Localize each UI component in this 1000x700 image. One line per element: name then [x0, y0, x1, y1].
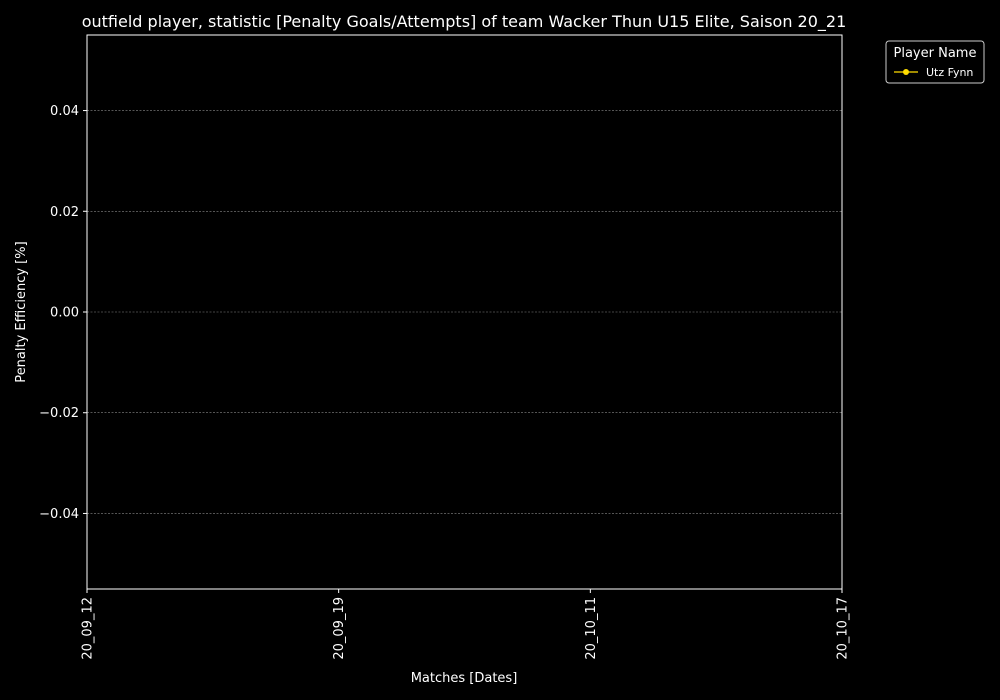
x-tick-label: 20_10_11	[584, 597, 599, 660]
y-tick-label: 0.00	[50, 306, 79, 321]
x-tick-label: 20_09_19	[332, 597, 347, 660]
y-axis-ticks: −0.04 −0.02 0.00 0.02 0.04	[39, 104, 87, 522]
y-tick-label: −0.04	[39, 507, 79, 522]
y-tick-label: −0.02	[39, 406, 79, 421]
x-tick-label: 20_10_17	[836, 597, 851, 660]
y-axis-label: Penalty Efficiency [%]	[14, 241, 29, 382]
legend-title: Player Name	[894, 46, 977, 61]
y-tick-label: 0.04	[50, 104, 79, 119]
chart-title: outfield player, statistic [Penalty Goal…	[82, 12, 847, 32]
x-tick-label: 20_09_12	[81, 597, 96, 660]
y-tick-label: 0.02	[50, 205, 79, 220]
legend-series-label: Utz Fynn	[926, 66, 973, 79]
x-axis-ticks: 20_09_12 20_09_19 20_10_11 20_10_17	[81, 589, 851, 660]
legend: Player Name Utz Fynn	[885, 40, 985, 84]
x-axis-label: Matches [Dates]	[411, 671, 518, 686]
legend-series-marker	[903, 69, 909, 75]
